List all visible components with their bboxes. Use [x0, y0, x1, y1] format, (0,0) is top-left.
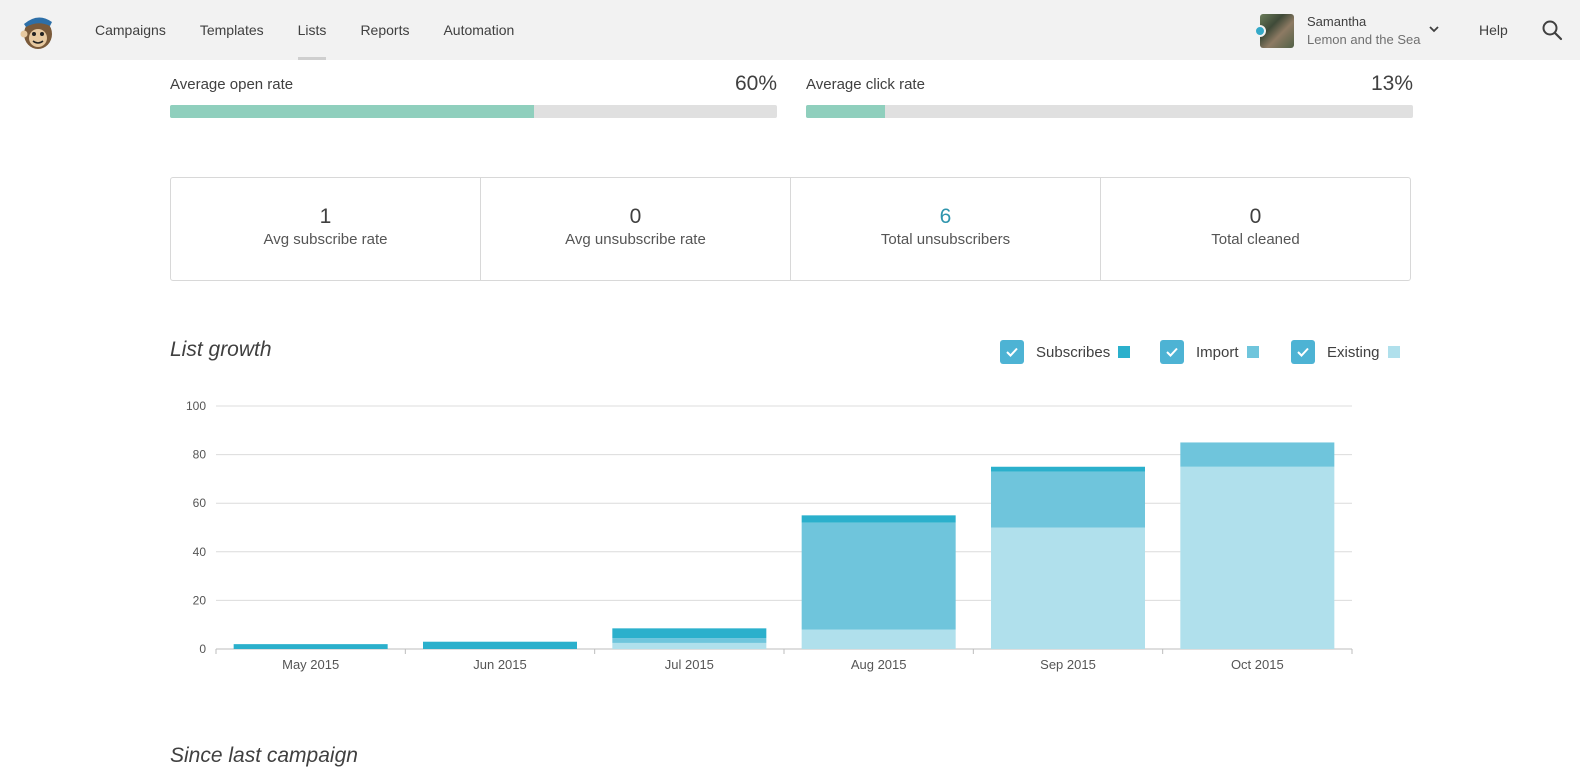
click-rate-track — [806, 105, 1413, 118]
bar-existing — [991, 527, 1145, 649]
x-tick-label: Oct 2015 — [1231, 657, 1284, 672]
chevron-down-icon[interactable] — [1428, 23, 1440, 35]
account-name: Samantha — [1307, 14, 1367, 29]
legend-subscribes[interactable]: Subscribes — [1000, 340, 1131, 364]
x-tick-label: Sep 2015 — [1040, 657, 1096, 672]
status-dot — [1254, 25, 1266, 37]
bar-subscribes — [801, 515, 956, 523]
nav-lists[interactable]: Lists — [281, 0, 344, 60]
bar-subscribes — [233, 644, 388, 649]
stat-avg-unsubscribe-rate: 0 Avg unsubscribe rate — [481, 178, 791, 280]
y-tick-label: 40 — [193, 545, 207, 559]
y-tick-label: 0 — [199, 642, 206, 656]
stat-label: Total cleaned — [1211, 231, 1300, 248]
stat-value: 0 — [1249, 205, 1262, 228]
search-icon[interactable] — [1541, 19, 1563, 41]
existing-checkbox[interactable] — [1291, 340, 1315, 364]
subscribes-checkbox[interactable] — [1000, 340, 1024, 364]
help-link[interactable]: Help — [1479, 22, 1508, 38]
click-rate-value: 13% — [1370, 72, 1413, 95]
bar-import — [612, 638, 767, 643]
nav-reports[interactable]: Reports — [360, 22, 410, 38]
y-tick-label: 80 — [193, 448, 207, 462]
stat-value: 0 — [629, 205, 642, 228]
stat-label: Avg unsubscribe rate — [565, 231, 706, 248]
legend-swatch — [1387, 346, 1400, 358]
main-nav: Campaigns Templates Lists Reports Automa… — [78, 0, 531, 60]
x-tick-label: May 2015 — [282, 657, 339, 672]
checkmark-icon — [1297, 347, 1309, 357]
stat-value: 1 — [319, 205, 332, 228]
nav-campaigns[interactable]: Campaigns — [95, 22, 166, 38]
open-rate-fill — [170, 105, 535, 118]
y-tick-label: 100 — [186, 399, 206, 413]
x-tick-label: Aug 2015 — [851, 657, 907, 672]
list-growth-chart: 0 20 40 60 80 100 May 2015 Jun 2015 Jul 2015 Aug … — [186, 399, 1353, 672]
since-last-campaign-title: Since last campaign — [170, 744, 358, 767]
y-tick-label: 60 — [193, 496, 207, 510]
account-org: Lemon and the Sea — [1307, 32, 1421, 47]
bar-subscribes — [612, 628, 767, 639]
bar-import — [991, 471, 1145, 528]
bar-import — [1180, 442, 1335, 467]
bar-existing — [801, 629, 956, 649]
open-rate-value: 60% — [734, 72, 777, 95]
stat-total-unsubscribers[interactable]: 6 Total unsubscribers — [791, 178, 1101, 280]
open-rate-track — [170, 105, 777, 118]
legend-label: Existing — [1327, 343, 1380, 361]
bar-subscribes — [991, 466, 1145, 472]
open-rate-label: Average open rate — [170, 76, 294, 93]
avatar — [1254, 14, 1294, 48]
account-menu[interactable]: Samantha Lemon and the Sea — [1254, 14, 1439, 48]
bar-import — [801, 522, 956, 630]
legend-label: Subscribes — [1036, 343, 1111, 361]
import-checkbox[interactable] — [1160, 340, 1184, 364]
x-tick-label: Jul 2015 — [665, 657, 714, 672]
nav-templates[interactable]: Templates — [199, 22, 264, 38]
legend-swatch — [1118, 346, 1131, 358]
stats-panel: 1 Avg subscribe rate 0 Avg unsubscribe r… — [170, 177, 1411, 281]
click-rate-fill — [806, 105, 885, 118]
click-rate-label: Average click rate — [806, 76, 925, 93]
bar-subscribes — [423, 641, 577, 649]
legend-import[interactable]: Import — [1160, 340, 1259, 364]
legend-label: Import — [1196, 343, 1239, 361]
freddie-logo-icon[interactable] — [20, 12, 56, 50]
top-navigation-bar: Campaigns Templates Lists Reports Automa… — [0, 0, 1580, 60]
bar-existing — [1180, 466, 1335, 649]
stat-value-link[interactable]: 6 — [939, 205, 952, 228]
stat-label: Avg subscribe rate — [263, 231, 388, 248]
legend-existing[interactable]: Existing — [1291, 340, 1400, 364]
stat-label: Total unsubscribers — [880, 231, 1011, 248]
legend-swatch — [1246, 346, 1259, 358]
stat-total-cleaned: 0 Total cleaned — [1101, 178, 1410, 280]
stat-avg-subscribe-rate: 1 Avg subscribe rate — [171, 178, 481, 280]
y-tick-label: 20 — [193, 593, 207, 607]
list-growth-title: List growth — [170, 338, 272, 361]
nav-automation[interactable]: Automation — [443, 22, 515, 38]
x-tick-label: Jun 2015 — [473, 657, 527, 672]
bar-existing — [612, 642, 767, 649]
checkmark-icon — [1166, 347, 1178, 357]
checkmark-icon — [1006, 347, 1018, 357]
